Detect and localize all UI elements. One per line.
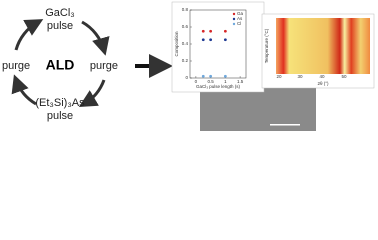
y-tick-label: 0.8 [182, 7, 189, 12]
point [223, 38, 227, 42]
legend-label: Cl [237, 21, 241, 26]
chart-panel [171, 1, 265, 93]
point [209, 29, 213, 33]
point [223, 29, 227, 33]
step-label: purge [2, 60, 30, 72]
point [209, 74, 213, 78]
step-label: pulse [47, 110, 73, 122]
step-label: (Et₃Si)₃As [35, 97, 85, 109]
page: GaCl₃ pulse purge ALD purge (Et₃Si)₃As p… [2, 1, 375, 131]
y-tick-label: 0.4 [182, 41, 189, 46]
x-tick-label: 1.5 [237, 79, 244, 84]
cycle-arrows [11, 19, 110, 108]
heatmap-y-label: Temperature (°C) [264, 28, 269, 63]
step-label: pulse [47, 20, 73, 32]
step-label: GaCl₃ [45, 7, 75, 19]
point [201, 74, 205, 78]
legend-marker [232, 22, 236, 26]
point [209, 38, 213, 42]
y-tick-label: 0.6 [182, 24, 189, 29]
heatmap-x-tick-label: 40 [319, 74, 325, 79]
graphic: GaCl₃ pulse purge ALD purge (Et₃Si)₃As p… [2, 1, 375, 131]
legend-label: Ga [237, 11, 244, 16]
heatmap-x-label: 2θ (°) [317, 81, 329, 86]
heatmap-x-tick-label: 50 [341, 74, 347, 79]
x-tick-label: 0 [195, 79, 198, 84]
y-axis-label: Composition [174, 31, 179, 57]
x-tick-label: 0.5 [207, 79, 214, 84]
step-label: purge [90, 60, 118, 72]
point [201, 29, 205, 33]
point [223, 74, 227, 78]
center-label: ALD [46, 57, 75, 73]
sem-image [200, 88, 316, 131]
scale-bar [270, 124, 300, 126]
x-tick-label: 1 [224, 79, 227, 84]
heatmap-x-tick-label: 20 [276, 74, 282, 79]
x-axis-label: GaCl₃ pulse length (s) [196, 84, 241, 89]
legend-marker [232, 17, 236, 21]
y-tick-label: 0 [185, 75, 188, 80]
legend-label: As [237, 16, 243, 21]
point [201, 38, 205, 42]
heatmap-x-tick-label: 30 [297, 74, 303, 79]
y-tick-label: 0.2 [182, 58, 189, 63]
heatmap [276, 18, 370, 74]
legend-marker [232, 12, 236, 16]
